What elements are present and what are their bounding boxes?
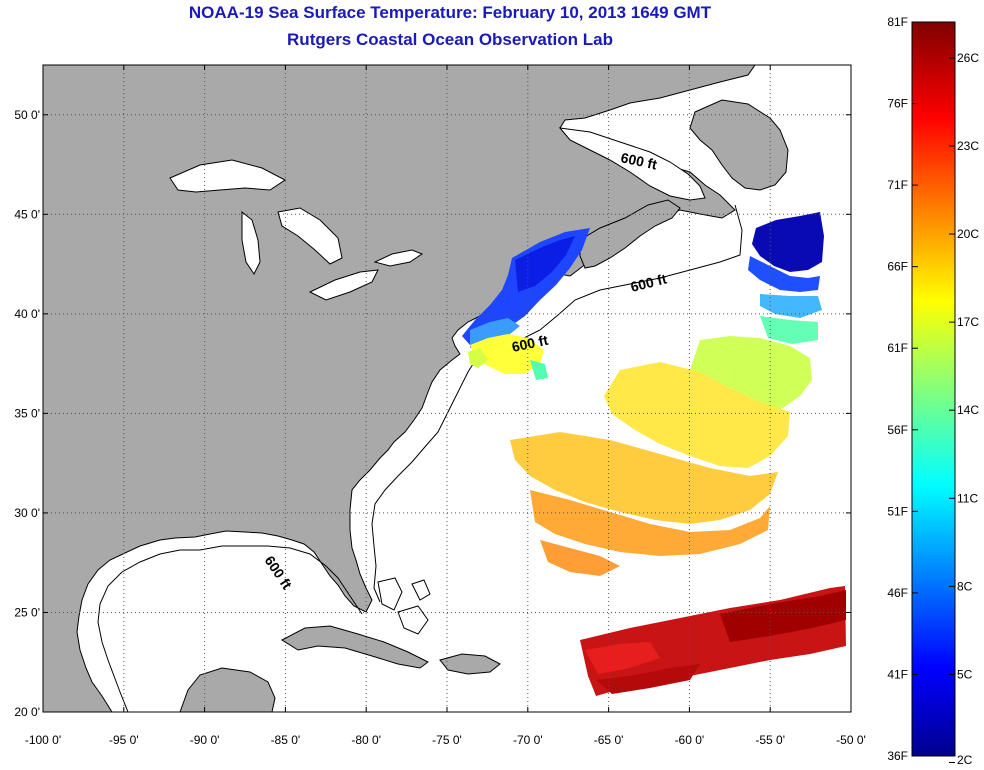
colorbar-celsius-label: 8C [957,579,973,593]
map-title: NOAA-19 Sea Surface Temperature: Februar… [188,3,712,22]
lat-tick-label: 35 0' [14,406,40,420]
lat-tick-label: 45 0' [14,207,40,221]
lat-tick-label: 50 0' [14,108,40,122]
contour-label-gulf-st-lawrence: 600 ft [619,149,658,172]
lat-tick-label: 40 0' [14,307,40,321]
lat-tick-label: 30 0' [14,506,40,520]
colorbar-celsius-label: 2C [957,753,973,767]
lon-tick-label: -95 0' [109,733,139,747]
colorbar-celsius-label: 11C [957,491,978,505]
colorbar-celsius-label: 26C [957,51,979,65]
map-axes: -100 0' -95 0' -90 0' -85 0' -80 0' -75 0' -70… [14,65,866,747]
colorbar-celsius-label: 23C [957,139,979,153]
sst-swath-subtropical [580,586,846,696]
sst-swath-gulf-stream [510,336,812,576]
colorbar-labels: 81F 76F 71F 66F 61F 56F 51F 46F 41F 36F 26C 23C 20C 1… [887,15,979,767]
lat-lon-grid [43,65,851,712]
lon-tick-label: -50 0' [836,733,866,747]
lon-tick-label: -55 0' [755,733,785,747]
lon-tick-label: -85 0' [271,733,301,747]
colorbar-fahrenheit-label: 36F [887,749,908,763]
colorbar-gradient [911,21,956,757]
colorbar-fahrenheit-label: 51F [887,504,908,518]
colorbar-fahrenheit-label: 81F [887,15,908,29]
lon-tick-label: -100 0' [25,733,61,747]
colorbar-fahrenheit-label: 61F [887,341,908,355]
colorbar-celsius-label: 20C [957,227,979,241]
colorbar-celsius-label: 14C [957,403,979,417]
lon-tick-label: -80 0' [351,733,381,747]
land-hispaniola [439,653,501,675]
lon-tick-label: -65 0' [594,733,624,747]
colorbar-fahrenheit-label: 71F [887,178,908,192]
land-yucatan [179,667,276,712]
land-newfoundland [689,99,789,191]
colorbar-fahrenheit-label: 56F [887,423,908,437]
bahamas [377,577,431,635]
land-cuba [280,625,429,669]
colorbar-fahrenheit-label: 76F [887,97,908,111]
land-nova-scotia [579,199,681,269]
sst-swath-gulf-of-maine [462,228,590,380]
colorbar-fahrenheit-label: 46F [887,586,908,600]
colorbar: 81F 76F 71F 66F 61F 56F 51F 46F 41F 36F 26C 23C 20C 1… [887,15,979,767]
lon-tick-label: -75 0' [432,733,462,747]
lon-tick-label: -60 0' [675,733,705,747]
lon-tick-label: -90 0' [190,733,220,747]
lat-tick-label: 25 0' [14,605,40,619]
lon-tick-label: -70 0' [513,733,543,747]
colorbar-celsius-label: 5C [957,667,973,681]
gulf-st-lawrence [558,127,706,201]
colorbar-celsius-label: 17C [957,315,979,329]
lat-tick-label: 20 0' [14,705,40,719]
colorbar-fahrenheit-label: 41F [887,667,908,681]
land-north-america [43,65,756,712]
colorbar-fahrenheit-label: 66F [887,260,908,274]
great-lakes [169,159,424,301]
map-subtitle: Rutgers Coastal Ocean Observation Lab [287,30,613,49]
contour-label-georges-bank: 600 ft [510,332,549,355]
